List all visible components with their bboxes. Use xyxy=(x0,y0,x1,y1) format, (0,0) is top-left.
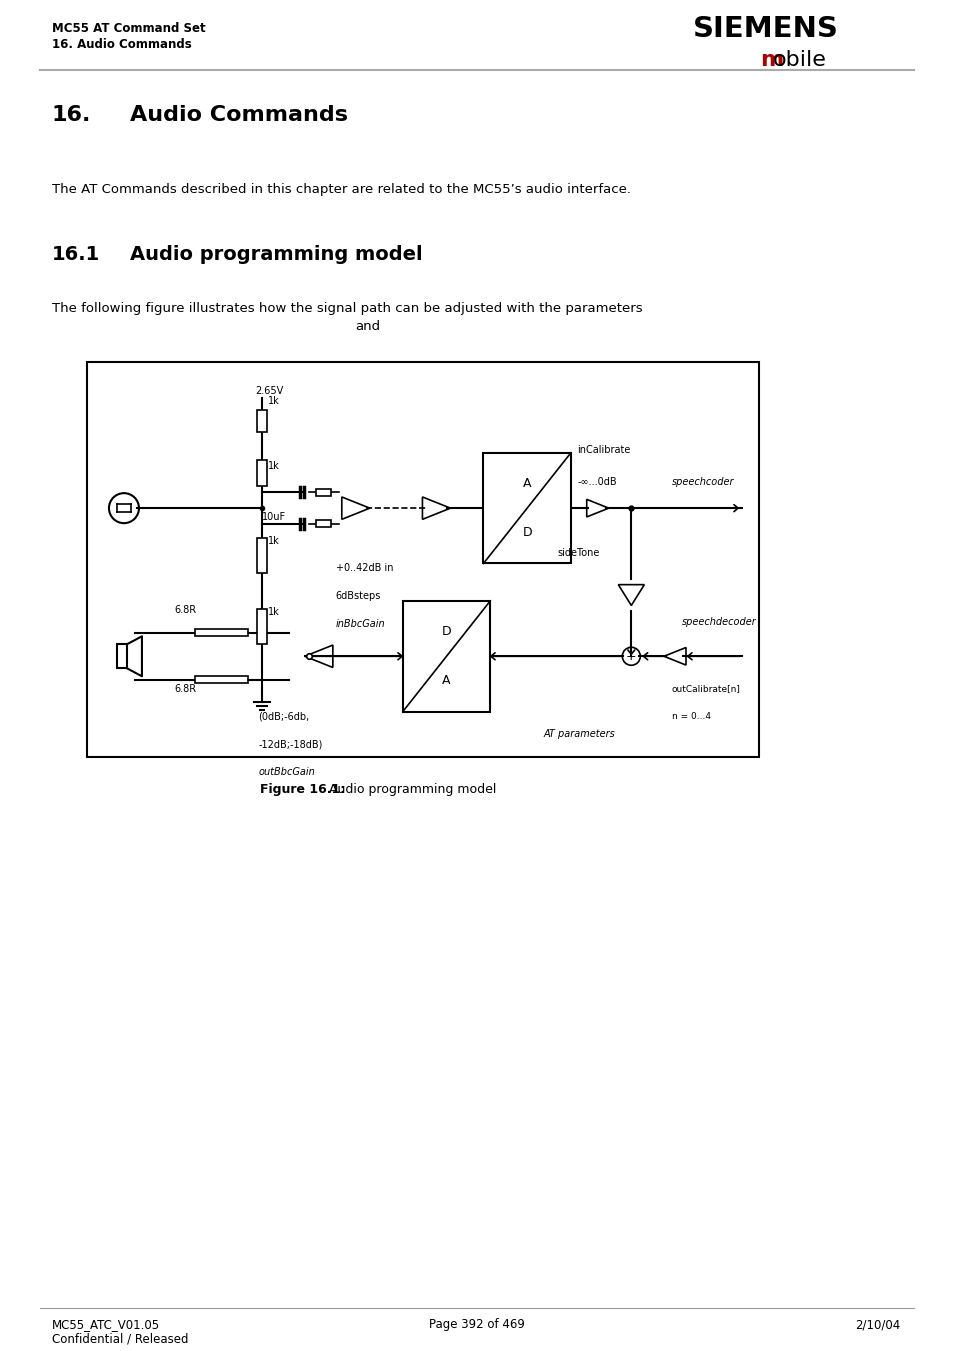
Bar xyxy=(483,453,570,563)
Text: 1k: 1k xyxy=(268,461,280,470)
Bar xyxy=(117,644,127,669)
Text: speechdecoder: speechdecoder xyxy=(681,617,756,627)
Text: 1k: 1k xyxy=(268,396,280,405)
Text: outCalibrate[n]: outCalibrate[n] xyxy=(671,684,740,693)
Text: 1k: 1k xyxy=(268,607,280,617)
Text: Figure 16.1:: Figure 16.1: xyxy=(260,784,345,796)
Bar xyxy=(256,609,267,644)
Text: Audio programming model: Audio programming model xyxy=(325,784,496,796)
Text: 6.8R: 6.8R xyxy=(174,684,196,694)
Text: A: A xyxy=(522,477,531,490)
Text: -12dB;-18dB): -12dB;-18dB) xyxy=(258,739,322,750)
Text: n = 0...4: n = 0...4 xyxy=(671,712,710,720)
Text: 2.65V: 2.65V xyxy=(254,385,283,396)
Text: -∞...0dB: -∞...0dB xyxy=(577,477,617,486)
Text: The following figure illustrates how the signal path can be adjusted with the pa: The following figure illustrates how the… xyxy=(52,303,642,315)
Text: SIEMENS: SIEMENS xyxy=(692,15,838,43)
Bar xyxy=(402,601,490,712)
Text: MC55 AT Command Set: MC55 AT Command Set xyxy=(52,22,206,35)
Text: and: and xyxy=(355,320,379,332)
Bar xyxy=(256,538,267,573)
Text: AT parameters: AT parameters xyxy=(543,730,615,739)
Text: inCalibrate: inCalibrate xyxy=(577,444,630,455)
Text: 16.: 16. xyxy=(52,105,91,126)
Text: Audio programming model: Audio programming model xyxy=(130,245,422,263)
Bar xyxy=(316,520,331,527)
Text: Page 392 of 469: Page 392 of 469 xyxy=(429,1319,524,1331)
Text: 16.1: 16.1 xyxy=(52,245,100,263)
Text: inBbcGain: inBbcGain xyxy=(335,619,385,628)
Text: MC55_ATC_V01.05: MC55_ATC_V01.05 xyxy=(52,1319,160,1331)
Bar xyxy=(316,489,331,496)
Text: outBbcGain: outBbcGain xyxy=(258,767,314,777)
Text: +0..42dB in: +0..42dB in xyxy=(335,563,393,573)
Bar xyxy=(194,677,248,684)
Text: 1k: 1k xyxy=(268,536,280,546)
Bar xyxy=(256,459,267,485)
Text: D: D xyxy=(522,526,532,539)
Text: The AT Commands described in this chapter are related to the MC55’s audio interf: The AT Commands described in this chapte… xyxy=(52,182,630,196)
Text: 6dBsteps: 6dBsteps xyxy=(335,592,380,601)
Bar xyxy=(194,630,248,636)
Text: sideTone: sideTone xyxy=(557,547,599,558)
Text: obile: obile xyxy=(772,50,826,70)
Text: m: m xyxy=(760,50,782,70)
Bar xyxy=(87,362,759,757)
Text: Confidential / Released: Confidential / Released xyxy=(52,1333,189,1346)
Text: 6.8R: 6.8R xyxy=(174,605,196,615)
Text: A: A xyxy=(442,674,451,688)
Text: +: + xyxy=(625,650,636,663)
Text: 10uF: 10uF xyxy=(262,512,286,521)
Text: 16. Audio Commands: 16. Audio Commands xyxy=(52,38,192,51)
Text: (0dB;-6db,: (0dB;-6db, xyxy=(258,712,310,721)
Text: Audio Commands: Audio Commands xyxy=(130,105,348,126)
Text: 2/10/04: 2/10/04 xyxy=(854,1319,899,1331)
Text: speechcoder: speechcoder xyxy=(671,477,734,486)
Text: D: D xyxy=(441,626,451,639)
Bar xyxy=(256,411,267,432)
